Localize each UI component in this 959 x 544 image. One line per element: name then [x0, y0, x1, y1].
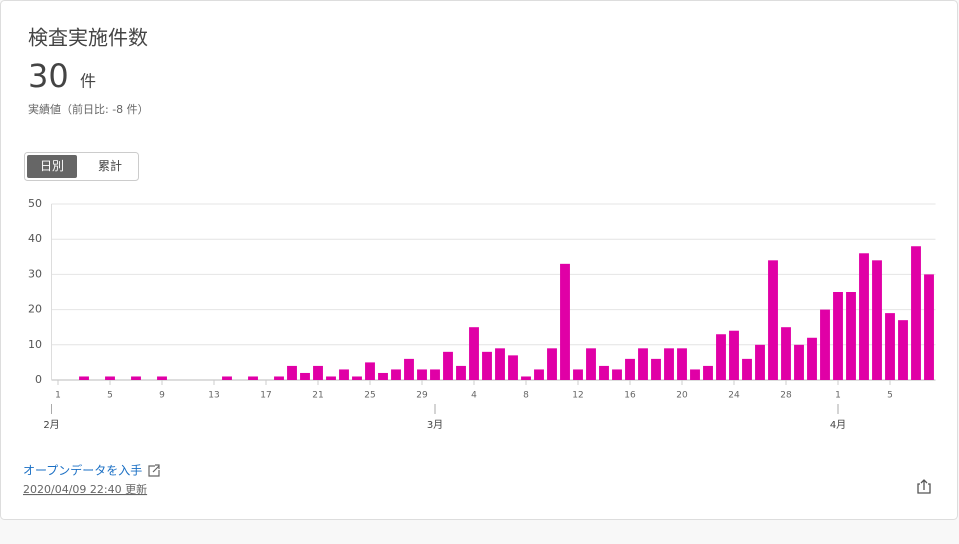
bar: [625, 358, 635, 380]
value: 30: [28, 57, 69, 95]
bar: [560, 263, 570, 380]
x-tick-label: 20: [676, 391, 688, 401]
x-tick-label: 24: [728, 391, 740, 401]
bar: [846, 292, 856, 380]
tab[interactable]: 累計: [98, 158, 122, 173]
unit: 件: [80, 72, 96, 91]
x-tick-label: 12: [572, 391, 583, 401]
external-icon: [148, 464, 160, 477]
bar: [612, 369, 622, 380]
bar: [768, 260, 778, 380]
bar: [222, 376, 232, 380]
bar: [885, 313, 895, 380]
y-tick-label: 30: [28, 267, 42, 280]
bar: [651, 358, 661, 380]
bar: [521, 376, 531, 380]
bar: [157, 376, 167, 380]
bar: [391, 369, 401, 380]
x-tick-label: 1: [55, 391, 61, 401]
bar: [664, 348, 674, 380]
y-tick-label: 20: [28, 303, 42, 316]
bar: [729, 330, 739, 380]
bar: [508, 355, 518, 380]
bar: [573, 369, 583, 380]
bar: [859, 253, 869, 380]
bar: [131, 376, 141, 380]
bar: [378, 372, 388, 380]
y-tick-label: 50: [28, 197, 42, 210]
x-tick-label: 8: [523, 391, 529, 401]
bar: [872, 260, 882, 380]
x-tick-label: 17: [260, 391, 271, 401]
bar: [820, 309, 830, 380]
bar: [924, 274, 934, 380]
bar: [287, 365, 297, 380]
bar: [248, 376, 258, 380]
bar: [703, 365, 713, 380]
card-bg: [0, 0, 958, 520]
bar: [417, 369, 427, 380]
month-label: 4月: [830, 419, 846, 431]
bar: [274, 376, 284, 380]
x-tick-label: 28: [780, 391, 792, 401]
bar: [469, 327, 479, 380]
bar: [755, 344, 765, 380]
bar: [313, 365, 323, 380]
subtitle: 実績値（前日比: -8 件）: [28, 102, 149, 116]
updated: 2020/04/09 22:40 更新: [23, 482, 147, 496]
bar: [352, 376, 362, 380]
x-tick-label: 1: [835, 391, 841, 401]
bar: [79, 376, 89, 380]
bar: [638, 348, 648, 380]
bar: [430, 369, 440, 380]
bar: [742, 358, 752, 380]
bar: [105, 376, 115, 380]
bar: [326, 376, 336, 380]
bar: [690, 369, 700, 380]
bar: [898, 320, 908, 380]
bar: [404, 358, 414, 380]
bar: [339, 369, 349, 380]
y-tick-label: 0: [35, 373, 42, 386]
x-tick-label: 25: [364, 391, 375, 401]
y-tick-label: 10: [28, 338, 42, 351]
bar: [300, 372, 310, 380]
bar: [365, 362, 375, 380]
x-tick-label: 21: [312, 391, 323, 401]
bar: [456, 365, 466, 380]
month-label: 3月: [427, 419, 443, 431]
bar: [534, 369, 544, 380]
bar: [599, 365, 609, 380]
bar: [833, 292, 843, 380]
x-tick-label: 16: [624, 391, 636, 401]
tab-active[interactable]: [27, 155, 77, 178]
x-tick-label: 29: [416, 391, 428, 401]
month-label: 2月: [43, 419, 59, 431]
bar: [794, 344, 804, 380]
share-icon[interactable]: [917, 479, 931, 494]
bar: [495, 348, 505, 380]
bar: [677, 348, 687, 380]
x-tick-label: 4: [471, 391, 477, 401]
bar: [482, 351, 492, 380]
bar: [547, 348, 557, 380]
bar: [586, 348, 596, 380]
title: 検査実施件数: [28, 26, 148, 50]
bar: [911, 246, 921, 380]
tab[interactable]: 日別: [40, 159, 64, 173]
bar: [443, 351, 453, 380]
bar: [781, 327, 791, 380]
bar: [716, 334, 726, 380]
x-tick-label: 9: [159, 391, 165, 401]
open-data-link[interactable]: オープンデータを入手: [23, 463, 142, 478]
y-tick-label: 40: [28, 232, 42, 245]
x-tick-label: 13: [208, 391, 219, 401]
x-tick-label: 5: [887, 391, 893, 401]
x-tick-label: 5: [107, 391, 113, 401]
bar: [807, 337, 817, 380]
